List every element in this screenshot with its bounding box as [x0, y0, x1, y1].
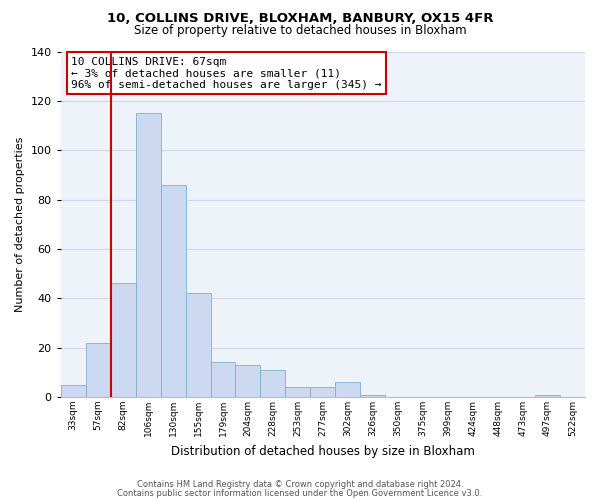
Y-axis label: Number of detached properties: Number of detached properties — [15, 136, 25, 312]
Bar — [211, 362, 235, 397]
Bar — [361, 394, 385, 397]
Bar — [136, 113, 161, 397]
Bar — [260, 370, 286, 397]
Text: Contains HM Land Registry data © Crown copyright and database right 2024.: Contains HM Land Registry data © Crown c… — [137, 480, 463, 489]
Bar — [161, 185, 185, 397]
Bar — [335, 382, 361, 397]
Bar — [286, 387, 310, 397]
Bar — [86, 342, 110, 397]
Text: 10, COLLINS DRIVE, BLOXHAM, BANBURY, OX15 4FR: 10, COLLINS DRIVE, BLOXHAM, BANBURY, OX1… — [107, 12, 493, 26]
Text: Size of property relative to detached houses in Bloxham: Size of property relative to detached ho… — [134, 24, 466, 37]
Bar — [535, 394, 560, 397]
Bar — [110, 284, 136, 397]
Bar — [61, 384, 86, 397]
Bar — [310, 387, 335, 397]
Bar — [185, 294, 211, 397]
Text: 10 COLLINS DRIVE: 67sqm
← 3% of detached houses are smaller (11)
96% of semi-det: 10 COLLINS DRIVE: 67sqm ← 3% of detached… — [71, 56, 382, 90]
Text: Contains public sector information licensed under the Open Government Licence v3: Contains public sector information licen… — [118, 488, 482, 498]
Bar — [235, 365, 260, 397]
X-axis label: Distribution of detached houses by size in Bloxham: Distribution of detached houses by size … — [171, 444, 475, 458]
